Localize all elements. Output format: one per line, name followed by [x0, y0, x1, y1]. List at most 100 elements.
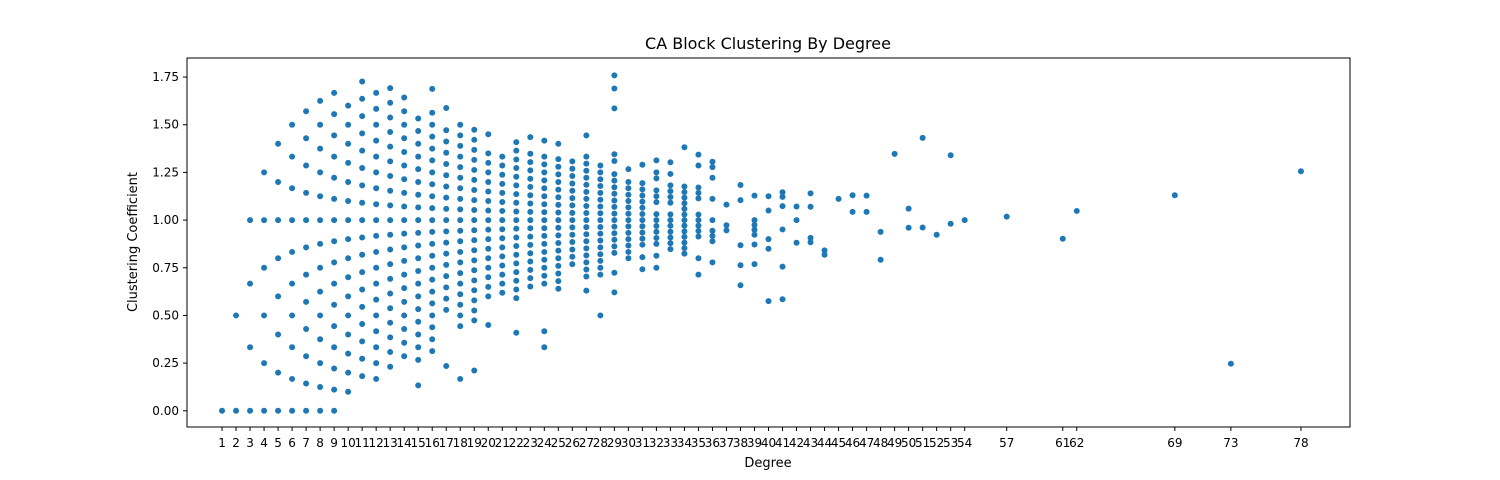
data-point [317, 336, 324, 343]
data-point [331, 217, 338, 224]
data-point [499, 162, 506, 169]
data-point [555, 224, 562, 231]
data-point [639, 235, 646, 242]
data-point [471, 277, 478, 284]
data-point [415, 128, 422, 135]
data-point [401, 121, 408, 128]
x-tick-label: 62 [1069, 436, 1084, 450]
data-point [527, 225, 534, 232]
data-point [471, 217, 478, 224]
data-point [695, 151, 702, 158]
data-point [583, 160, 590, 167]
data-point [331, 344, 338, 351]
data-point [541, 344, 548, 351]
data-point [219, 407, 226, 414]
data-point [485, 293, 492, 300]
data-point [583, 231, 590, 238]
data-point [723, 227, 730, 234]
data-point [541, 137, 548, 144]
data-point [401, 189, 408, 196]
data-point [345, 274, 352, 281]
data-point [289, 185, 296, 192]
data-point [457, 217, 464, 224]
data-point [233, 312, 240, 319]
data-point [611, 223, 618, 230]
data-point [429, 336, 436, 343]
data-point [429, 348, 436, 355]
data-point [415, 191, 422, 198]
data-point [471, 257, 478, 264]
data-point [555, 285, 562, 292]
data-point [401, 203, 408, 210]
data-point [401, 230, 408, 237]
data-point [415, 255, 422, 262]
data-point [597, 264, 604, 271]
data-point [401, 285, 408, 292]
data-point [625, 242, 632, 249]
data-point [695, 227, 702, 234]
data-point [779, 296, 786, 303]
data-point [681, 250, 688, 257]
data-point [611, 184, 618, 191]
data-point [429, 205, 436, 212]
data-point [345, 312, 352, 319]
x-tick-label: 5 [274, 436, 282, 450]
data-point [639, 254, 646, 261]
data-point [583, 181, 590, 188]
data-point [317, 288, 324, 295]
data-point [289, 121, 296, 128]
data-point [303, 162, 310, 169]
data-point [681, 200, 688, 207]
data-point [835, 195, 842, 202]
data-point [331, 89, 338, 96]
x-tick-label: 61 [1055, 436, 1070, 450]
data-point [499, 153, 506, 160]
x-tick-label: 47 [859, 436, 874, 450]
data-point [947, 220, 954, 227]
data-point [611, 289, 618, 296]
data-point [331, 323, 338, 330]
data-point [597, 169, 604, 176]
data-point [583, 238, 590, 245]
data-point [625, 255, 632, 262]
data-point [471, 176, 478, 183]
data-point [597, 257, 604, 264]
data-point [513, 286, 520, 293]
data-point [583, 195, 590, 202]
data-point [331, 259, 338, 266]
data-point [541, 240, 548, 247]
data-point [443, 362, 450, 369]
data-point [359, 355, 366, 362]
data-point [527, 233, 534, 240]
data-point [597, 271, 604, 278]
x-tick-label: 31 [635, 436, 650, 450]
data-point [569, 187, 576, 194]
data-point [415, 306, 422, 313]
data-point [681, 222, 688, 229]
x-tick-label: 16 [425, 436, 440, 450]
data-point [429, 109, 436, 116]
data-point [289, 312, 296, 319]
data-point [555, 156, 562, 163]
data-point [709, 238, 716, 245]
data-point [555, 163, 562, 170]
data-point [345, 255, 352, 262]
x-tick-label: 69 [1167, 436, 1182, 450]
data-point [541, 264, 548, 271]
data-point [625, 204, 632, 211]
data-point [345, 331, 352, 338]
data-point [429, 240, 436, 247]
data-point [905, 224, 912, 231]
data-point [317, 312, 324, 319]
data-point [429, 228, 436, 235]
data-point [527, 266, 534, 273]
x-tick-label: 22 [509, 436, 524, 450]
data-point [415, 280, 422, 287]
data-point [583, 273, 590, 280]
data-point [653, 228, 660, 235]
data-point [751, 241, 758, 248]
data-point [583, 167, 590, 174]
data-point [611, 236, 618, 243]
data-point [485, 245, 492, 252]
data-point [1171, 192, 1178, 199]
